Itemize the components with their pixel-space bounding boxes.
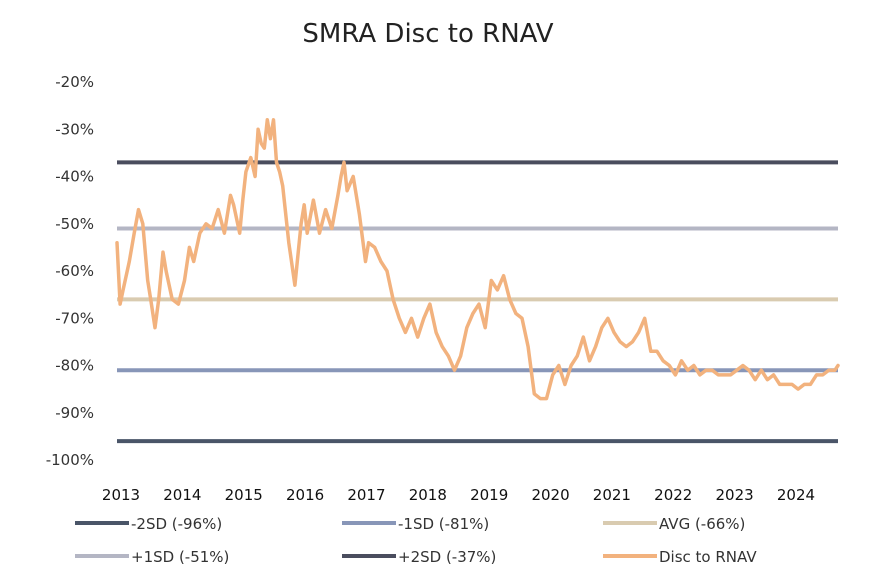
legend-item: Disc to RNAV [603, 548, 757, 566]
y-tick-label: -70% [55, 309, 94, 327]
y-tick-label: -100% [46, 451, 94, 469]
x-tick-label: 2023 [716, 486, 754, 504]
x-tick-label: 2022 [654, 486, 692, 504]
x-tick-label: 2021 [593, 486, 631, 504]
chart-title: SMRA Disc to RNAV [302, 19, 553, 49]
x-tick-label: 2018 [409, 486, 447, 504]
legend-item: -1SD (-81%) [342, 515, 489, 533]
x-axis-ticks: 2013 2014 2015 2016 2017 2018 2019 2020 2021 2022… [102, 486, 815, 504]
legend-label: -2SD (-96%) [131, 515, 222, 533]
legend-item: +2SD (-37%) [342, 548, 496, 566]
x-tick-label: 2020 [531, 486, 569, 504]
legend-label: +2SD (-37%) [398, 548, 496, 566]
legend: -2SD (-96%) -1SD (-81%) AVG (-66%) +1SD (-5… [75, 515, 757, 566]
x-tick-label: 2014 [163, 486, 201, 504]
y-tick-label: -20% [55, 73, 94, 91]
y-tick-label: -80% [55, 357, 94, 375]
y-tick-label: -60% [55, 262, 94, 280]
y-axis-ticks: -20% -30% -40% -50% -60% -70% -80% -90% -100% [46, 73, 94, 469]
x-tick-label: 2013 [102, 486, 140, 504]
legend-label: -1SD (-81%) [398, 515, 489, 533]
legend-label: Disc to RNAV [659, 548, 757, 566]
y-tick-label: -40% [55, 168, 94, 186]
legend-item: AVG (-66%) [603, 515, 745, 533]
legend-label: AVG (-66%) [659, 515, 745, 533]
y-tick-label: -90% [55, 404, 94, 422]
x-tick-label: 2016 [286, 486, 324, 504]
x-tick-label: 2015 [225, 486, 263, 504]
legend-label: +1SD (-51%) [131, 548, 229, 566]
x-tick-label: 2019 [470, 486, 508, 504]
x-tick-label: 2017 [347, 486, 385, 504]
y-tick-label: -50% [55, 215, 94, 233]
y-tick-label: -30% [55, 120, 94, 138]
legend-item: +1SD (-51%) [75, 548, 229, 566]
x-tick-label: 2024 [777, 486, 815, 504]
series-layer [115, 118, 840, 401]
legend-item: -2SD (-96%) [75, 515, 222, 533]
series-line-disc-to-rnav [115, 118, 840, 401]
reference-lines [117, 160, 838, 444]
